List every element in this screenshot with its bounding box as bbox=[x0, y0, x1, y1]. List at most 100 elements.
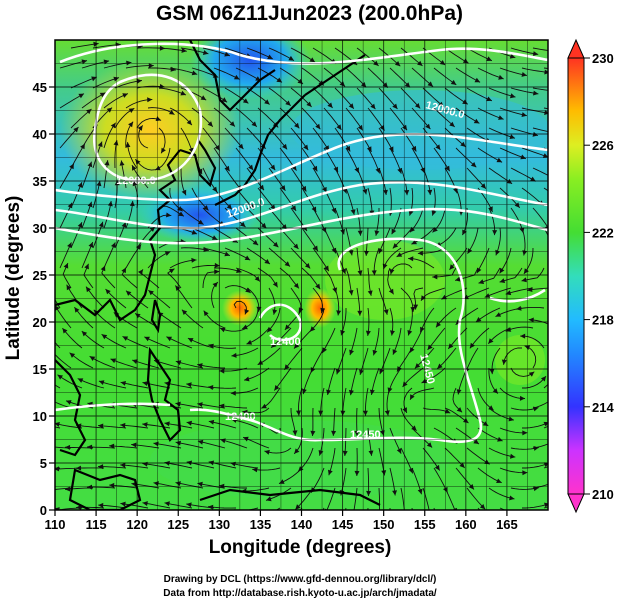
streamline-arrow bbox=[420, 326, 425, 333]
streamline-arrow bbox=[327, 102, 333, 108]
streamline-arrow bbox=[426, 442, 433, 448]
coastline-taiwan bbox=[150, 299, 162, 334]
streamline-arrow bbox=[132, 359, 138, 364]
coastline-indochina bbox=[55, 359, 87, 457]
streamline-arrow bbox=[186, 420, 192, 426]
streamline-arrow bbox=[508, 416, 514, 422]
streamline-arrow bbox=[528, 371, 535, 377]
streamline-arrow bbox=[203, 205, 209, 211]
streamline-arrow bbox=[224, 251, 230, 257]
streamline-arrow bbox=[486, 96, 492, 102]
streamline-arrow bbox=[499, 267, 505, 274]
streamline-arrow bbox=[417, 488, 423, 495]
streamline-arrow bbox=[270, 164, 276, 171]
x-tick-label: 125 bbox=[167, 517, 189, 532]
streamline-arrow bbox=[148, 290, 154, 296]
streamline-arrow bbox=[514, 202, 520, 208]
streamline-arrow bbox=[254, 276, 260, 282]
streamline-arrow bbox=[389, 268, 395, 275]
streamline-arrow bbox=[408, 256, 414, 262]
streamline-arrow bbox=[402, 124, 407, 131]
streamline-arrow bbox=[142, 422, 148, 428]
streamline-arrow bbox=[136, 244, 142, 250]
streamline-arrow bbox=[203, 310, 209, 317]
streamline-arrow bbox=[244, 255, 251, 261]
streamline-arrow bbox=[219, 403, 225, 409]
streamline-arrow bbox=[284, 261, 290, 267]
streamline-arrow bbox=[354, 167, 359, 173]
streamline-arrow bbox=[164, 251, 171, 256]
streamline-arrow bbox=[495, 312, 502, 317]
coastline-philippines bbox=[146, 346, 182, 442]
streamline bbox=[532, 401, 548, 409]
streamline-arrow bbox=[211, 235, 218, 240]
streamline-arrow bbox=[122, 93, 128, 98]
streamline-arrow bbox=[543, 421, 548, 427]
streamline-arrow bbox=[294, 448, 300, 454]
streamline-arrow bbox=[191, 257, 197, 263]
streamline-arrow bbox=[544, 110, 548, 115]
streamline-arrow bbox=[236, 268, 242, 273]
streamline-arrow bbox=[280, 185, 286, 191]
streamline-arrow bbox=[296, 410, 301, 416]
streamline-arrow bbox=[542, 153, 548, 158]
streamline-arrow bbox=[397, 168, 403, 174]
streamline-arrow bbox=[411, 425, 417, 431]
contour-label: 12450 bbox=[350, 429, 381, 441]
streamline-arrow bbox=[552, 176, 558, 181]
streamline-arrow bbox=[488, 206, 493, 212]
streamline-arrow bbox=[312, 165, 318, 172]
streamline-arrow bbox=[78, 93, 84, 99]
streamline-arrow bbox=[450, 79, 457, 85]
streamline-arrow bbox=[77, 222, 83, 228]
streamline-arrow bbox=[520, 154, 526, 160]
streamline-arrow bbox=[272, 309, 278, 315]
y-axis-label: Latitude (degrees) bbox=[3, 195, 24, 361]
streamline-arrow bbox=[495, 249, 500, 256]
streamline-arrow bbox=[243, 436, 249, 442]
streamline-arrow bbox=[492, 230, 498, 236]
streamline-arrow bbox=[363, 530, 368, 535]
streamline-arrow bbox=[57, 374, 63, 380]
streamline-arrow bbox=[436, 530, 441, 535]
streamline-arrow bbox=[276, 77, 282, 83]
streamline-arrow bbox=[432, 227, 438, 233]
streamline-arrow bbox=[131, 442, 137, 448]
streamline-arrow bbox=[384, 410, 390, 416]
streamline-arrow bbox=[55, 422, 60, 427]
streamline bbox=[532, 87, 548, 91]
streamline-arrow bbox=[74, 307, 80, 313]
streamline bbox=[532, 127, 548, 133]
streamline-arrow bbox=[331, 247, 337, 254]
streamline-arrow bbox=[101, 334, 108, 340]
streamline-arrow bbox=[498, 74, 504, 80]
streamline-arrow bbox=[370, 103, 376, 110]
streamline-arrow bbox=[282, 143, 288, 150]
streamline-arrow bbox=[462, 99, 468, 105]
streamline-arrow bbox=[246, 339, 253, 345]
streamline-arrow bbox=[261, 403, 267, 409]
grid-lines bbox=[55, 40, 548, 510]
streamline-arrow bbox=[449, 264, 455, 270]
streamline-arrow bbox=[432, 274, 438, 280]
coastline-china bbox=[55, 149, 181, 322]
streamline-arrow bbox=[374, 230, 380, 236]
contour-label: 12400 bbox=[225, 411, 256, 423]
streamline-arrow bbox=[169, 109, 175, 115]
streamline-arrow bbox=[516, 305, 522, 311]
streamline bbox=[55, 353, 72, 369]
streamline-arrow bbox=[126, 60, 132, 66]
streamline-arrow bbox=[294, 122, 300, 129]
streamline bbox=[55, 384, 61, 389]
streamline-arrow bbox=[103, 59, 110, 65]
x-tick-label: 150 bbox=[373, 517, 395, 532]
streamline-arrow bbox=[496, 478, 502, 483]
streamline-arrow bbox=[306, 101, 312, 107]
streamline-arrow bbox=[270, 204, 276, 210]
streamline-arrow bbox=[479, 504, 486, 510]
streamline-arrow bbox=[155, 116, 162, 121]
streamline-arrow bbox=[388, 288, 394, 295]
streamline-arrow bbox=[449, 121, 455, 127]
streamline-arrow bbox=[144, 336, 150, 342]
streamline-arrow bbox=[456, 389, 462, 395]
